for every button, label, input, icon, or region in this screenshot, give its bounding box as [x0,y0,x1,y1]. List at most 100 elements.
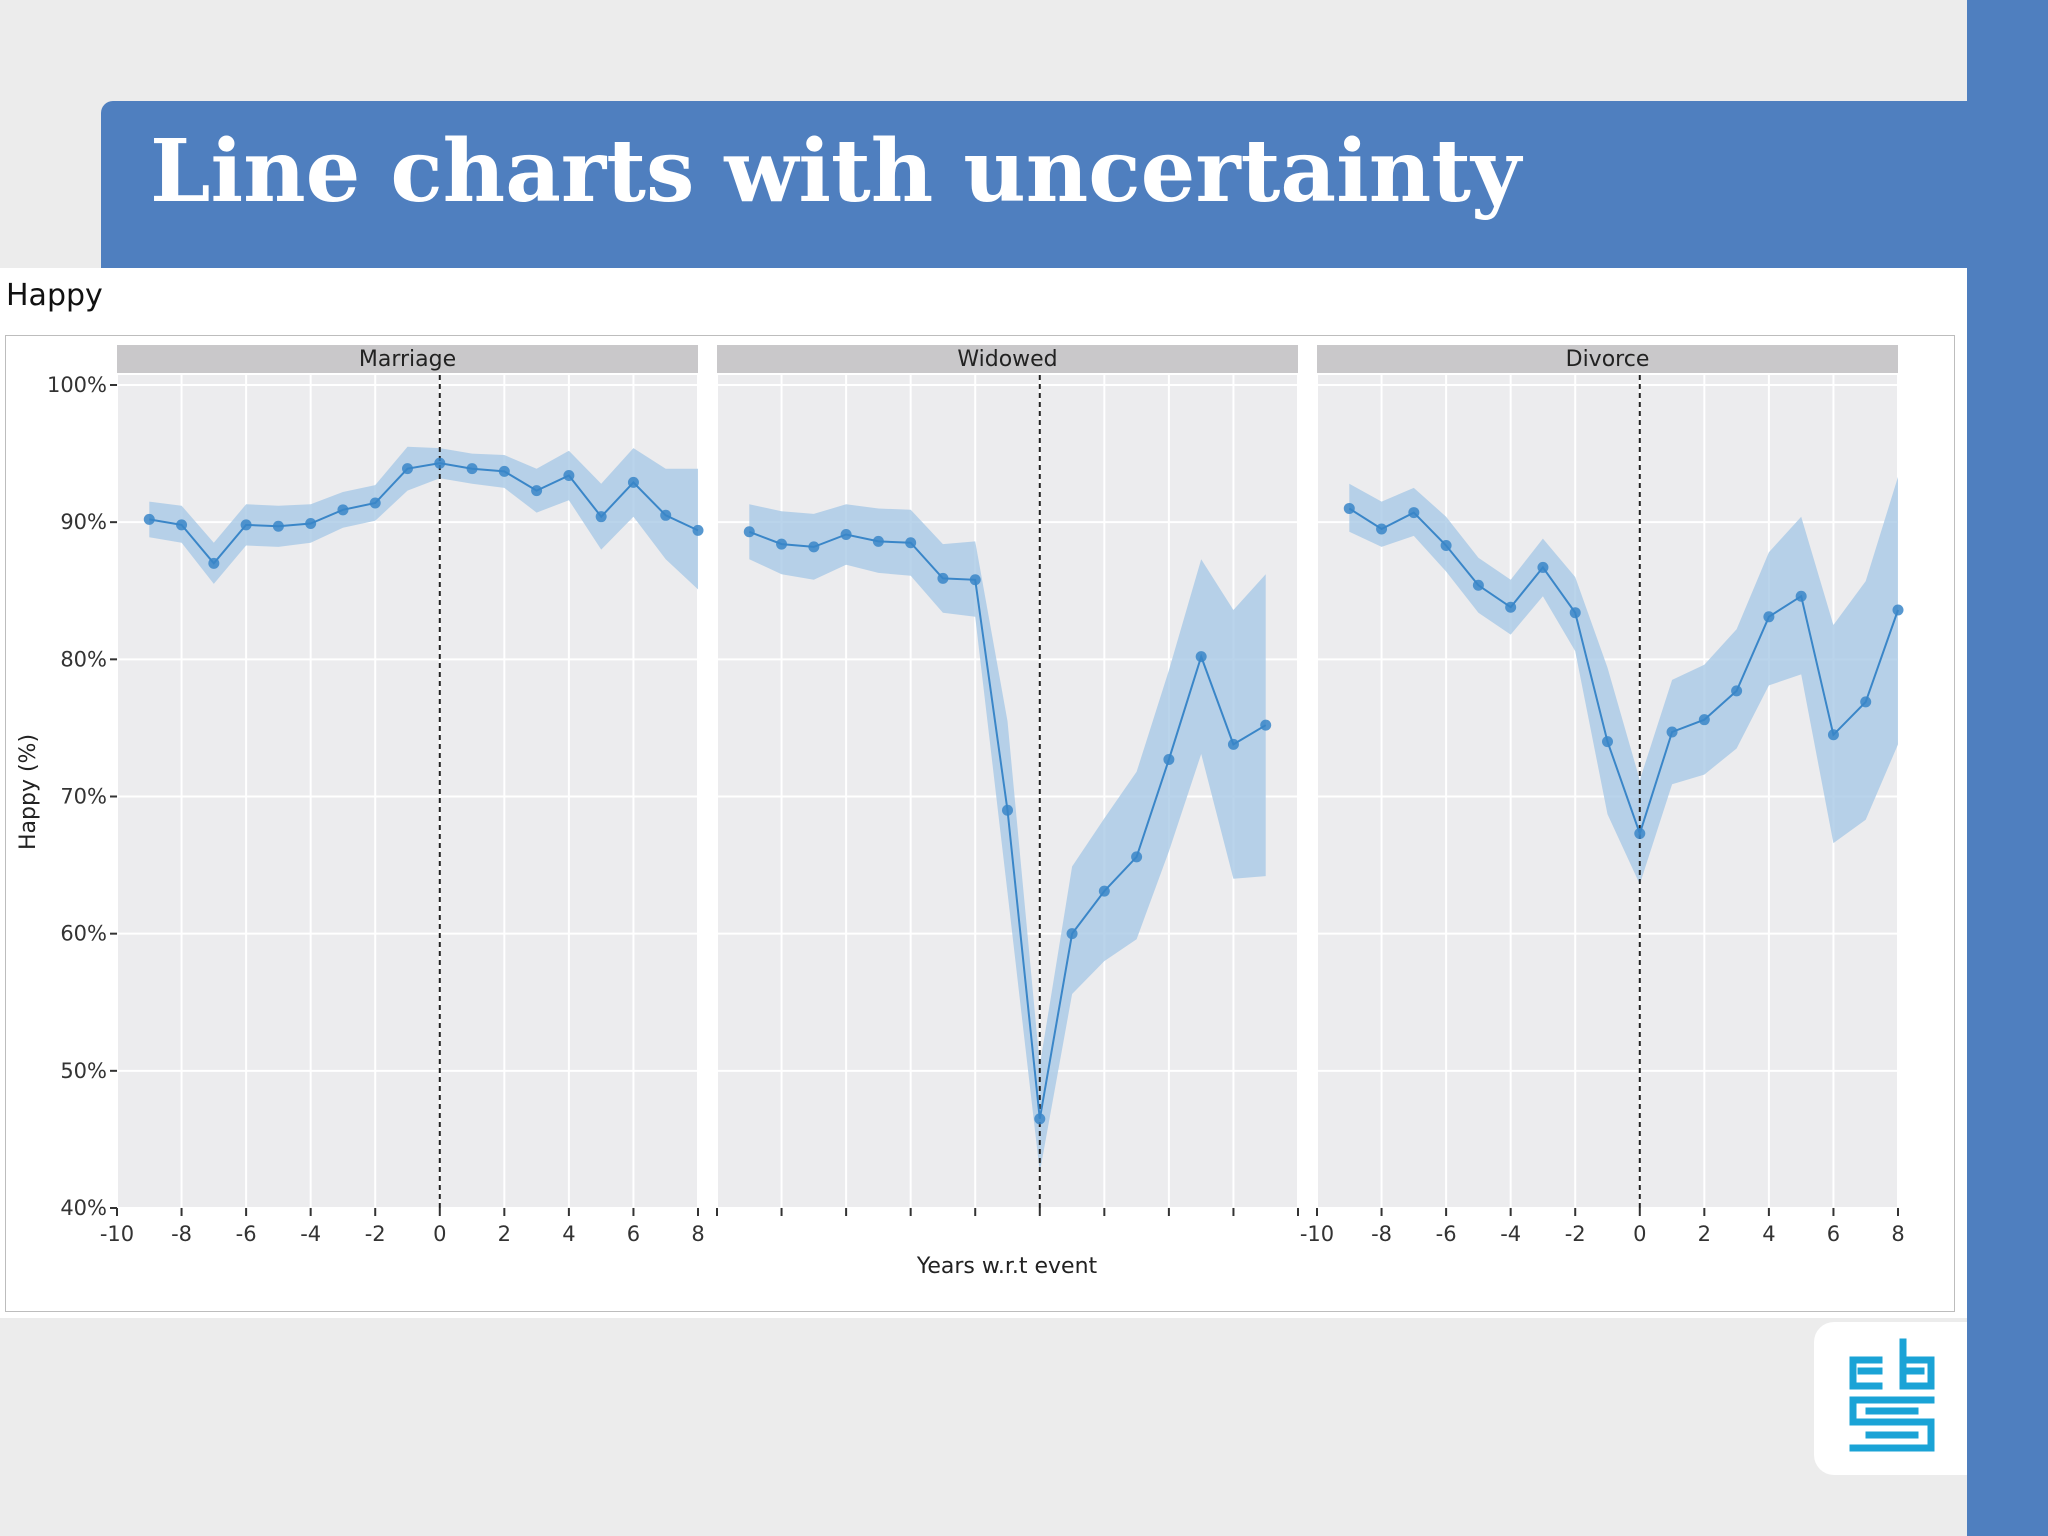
x-tick-label: -2 [365,1222,386,1246]
data-point [840,529,852,541]
y-axis-title: Happy (%) [16,734,41,850]
data-point [1860,696,1872,708]
data-point [434,457,446,469]
facet-divorce: Divorce -10 -8 -6 -4 -2 0 2 4 6 8 [1300,345,1905,1246]
x-tick-label: 2 [1698,1222,1711,1246]
data-point [1163,753,1175,765]
facet-strip-label: Marriage [359,347,456,372]
data-point [905,537,917,549]
data-point [776,538,788,550]
data-point [1602,736,1613,748]
chart-panel: Happy Marriage -10 -8 -6 -4 -2 0 2 4 6 8 Widowed Div… [0,268,1967,1318]
data-point [808,541,820,553]
confidence-ribbon [1349,476,1898,885]
data-point [1505,601,1517,613]
data-point [1195,651,1207,663]
plot-border [5,335,1955,1312]
data-point [595,511,607,523]
x-tick-label: 4 [1762,1222,1775,1246]
facet-strip-label: Divorce [1566,347,1650,372]
series-line [1348,507,1899,837]
data-point [627,476,639,488]
data-point [660,509,672,521]
data-point [498,465,510,477]
data-point [1343,502,1355,514]
data-point [272,520,284,532]
y-tick-label: 50% [60,1059,107,1083]
facet-strip-label: Widowed [957,347,1057,372]
facet-marriage: Marriage -10 -8 -6 -4 -2 0 2 4 6 8 [100,345,705,1246]
data-point [872,535,884,547]
y-tick-label: 70% [60,785,107,809]
facet-strip [117,345,698,373]
x-tick-label: -8 [171,1222,192,1246]
y-tick-label: 90% [60,510,107,534]
chart-title: Happy [6,278,103,313]
y-tick-label: 40% [60,1196,107,1220]
chart: Happy Marriage -10 -8 -6 -4 -2 0 2 4 6 8 Widowed Div… [5,278,1955,1312]
data-point [1440,539,1452,551]
data-point [143,513,155,525]
x-tick-label: -10 [100,1222,134,1246]
x-tick-label: -2 [1565,1222,1586,1246]
data-point [1698,714,1710,726]
x-tick-label: -8 [1371,1222,1392,1246]
x-tick-label: 8 [1891,1222,1904,1246]
data-point [1066,928,1078,940]
x-tick-label: 0 [433,1222,446,1246]
x-tick-label: 8 [691,1222,704,1246]
data-point [337,504,349,516]
x-tick-label: 6 [1827,1222,1840,1246]
series-line [149,462,699,565]
data-point [1131,851,1143,863]
data-point [1098,885,1110,897]
data-point [1376,523,1388,535]
title-banner: Line charts with uncertainty [101,101,1967,268]
x-tick-label: -4 [1500,1222,1521,1246]
data-point [1634,828,1646,840]
logo-container [1814,1322,1967,1475]
x-tick-label: -6 [236,1222,257,1246]
x-tick-label: 0 [1633,1222,1646,1246]
facet-strip [717,345,1298,373]
data-point [1731,685,1743,697]
data-point [692,524,704,536]
data-point [402,463,413,475]
right-accent-bar [1967,0,2048,1536]
data-point [1763,611,1775,623]
data-point [240,519,252,531]
y-tick-label: 60% [60,922,107,946]
data-point [1408,507,1420,519]
facet-strip [1317,345,1898,373]
data-point [563,470,575,482]
data-point [1795,590,1807,602]
x-tick-label: -6 [1436,1222,1457,1246]
data-point [937,572,949,584]
data-point [208,557,220,569]
data-point [176,519,188,531]
data-point [1537,561,1549,573]
data-point [1002,804,1013,816]
data-point [1034,1113,1046,1125]
data-point [1666,726,1678,738]
data-point [369,497,381,509]
data-point [1569,607,1581,619]
data-point [1260,719,1272,731]
x-tick-label: 4 [562,1222,575,1246]
facet-widowed: Widowed [716,345,1299,1216]
data-point [305,518,317,530]
data-point [531,485,543,497]
x-axis-title: Years w.r.t event [916,1254,1098,1279]
data-point [1227,738,1239,750]
y-tick-label: 100% [47,373,107,397]
confidence-ribbon [749,504,1266,1173]
data-point [1827,729,1839,741]
data-point [743,526,755,538]
data-point [969,574,981,586]
data-point [1472,579,1484,591]
x-tick-label: 6 [627,1222,640,1246]
x-tick-label: -4 [300,1222,321,1246]
slide-title: Line charts with uncertainty [150,121,1522,222]
y-tick-label: 80% [60,647,107,671]
confidence-ribbon [149,446,699,590]
